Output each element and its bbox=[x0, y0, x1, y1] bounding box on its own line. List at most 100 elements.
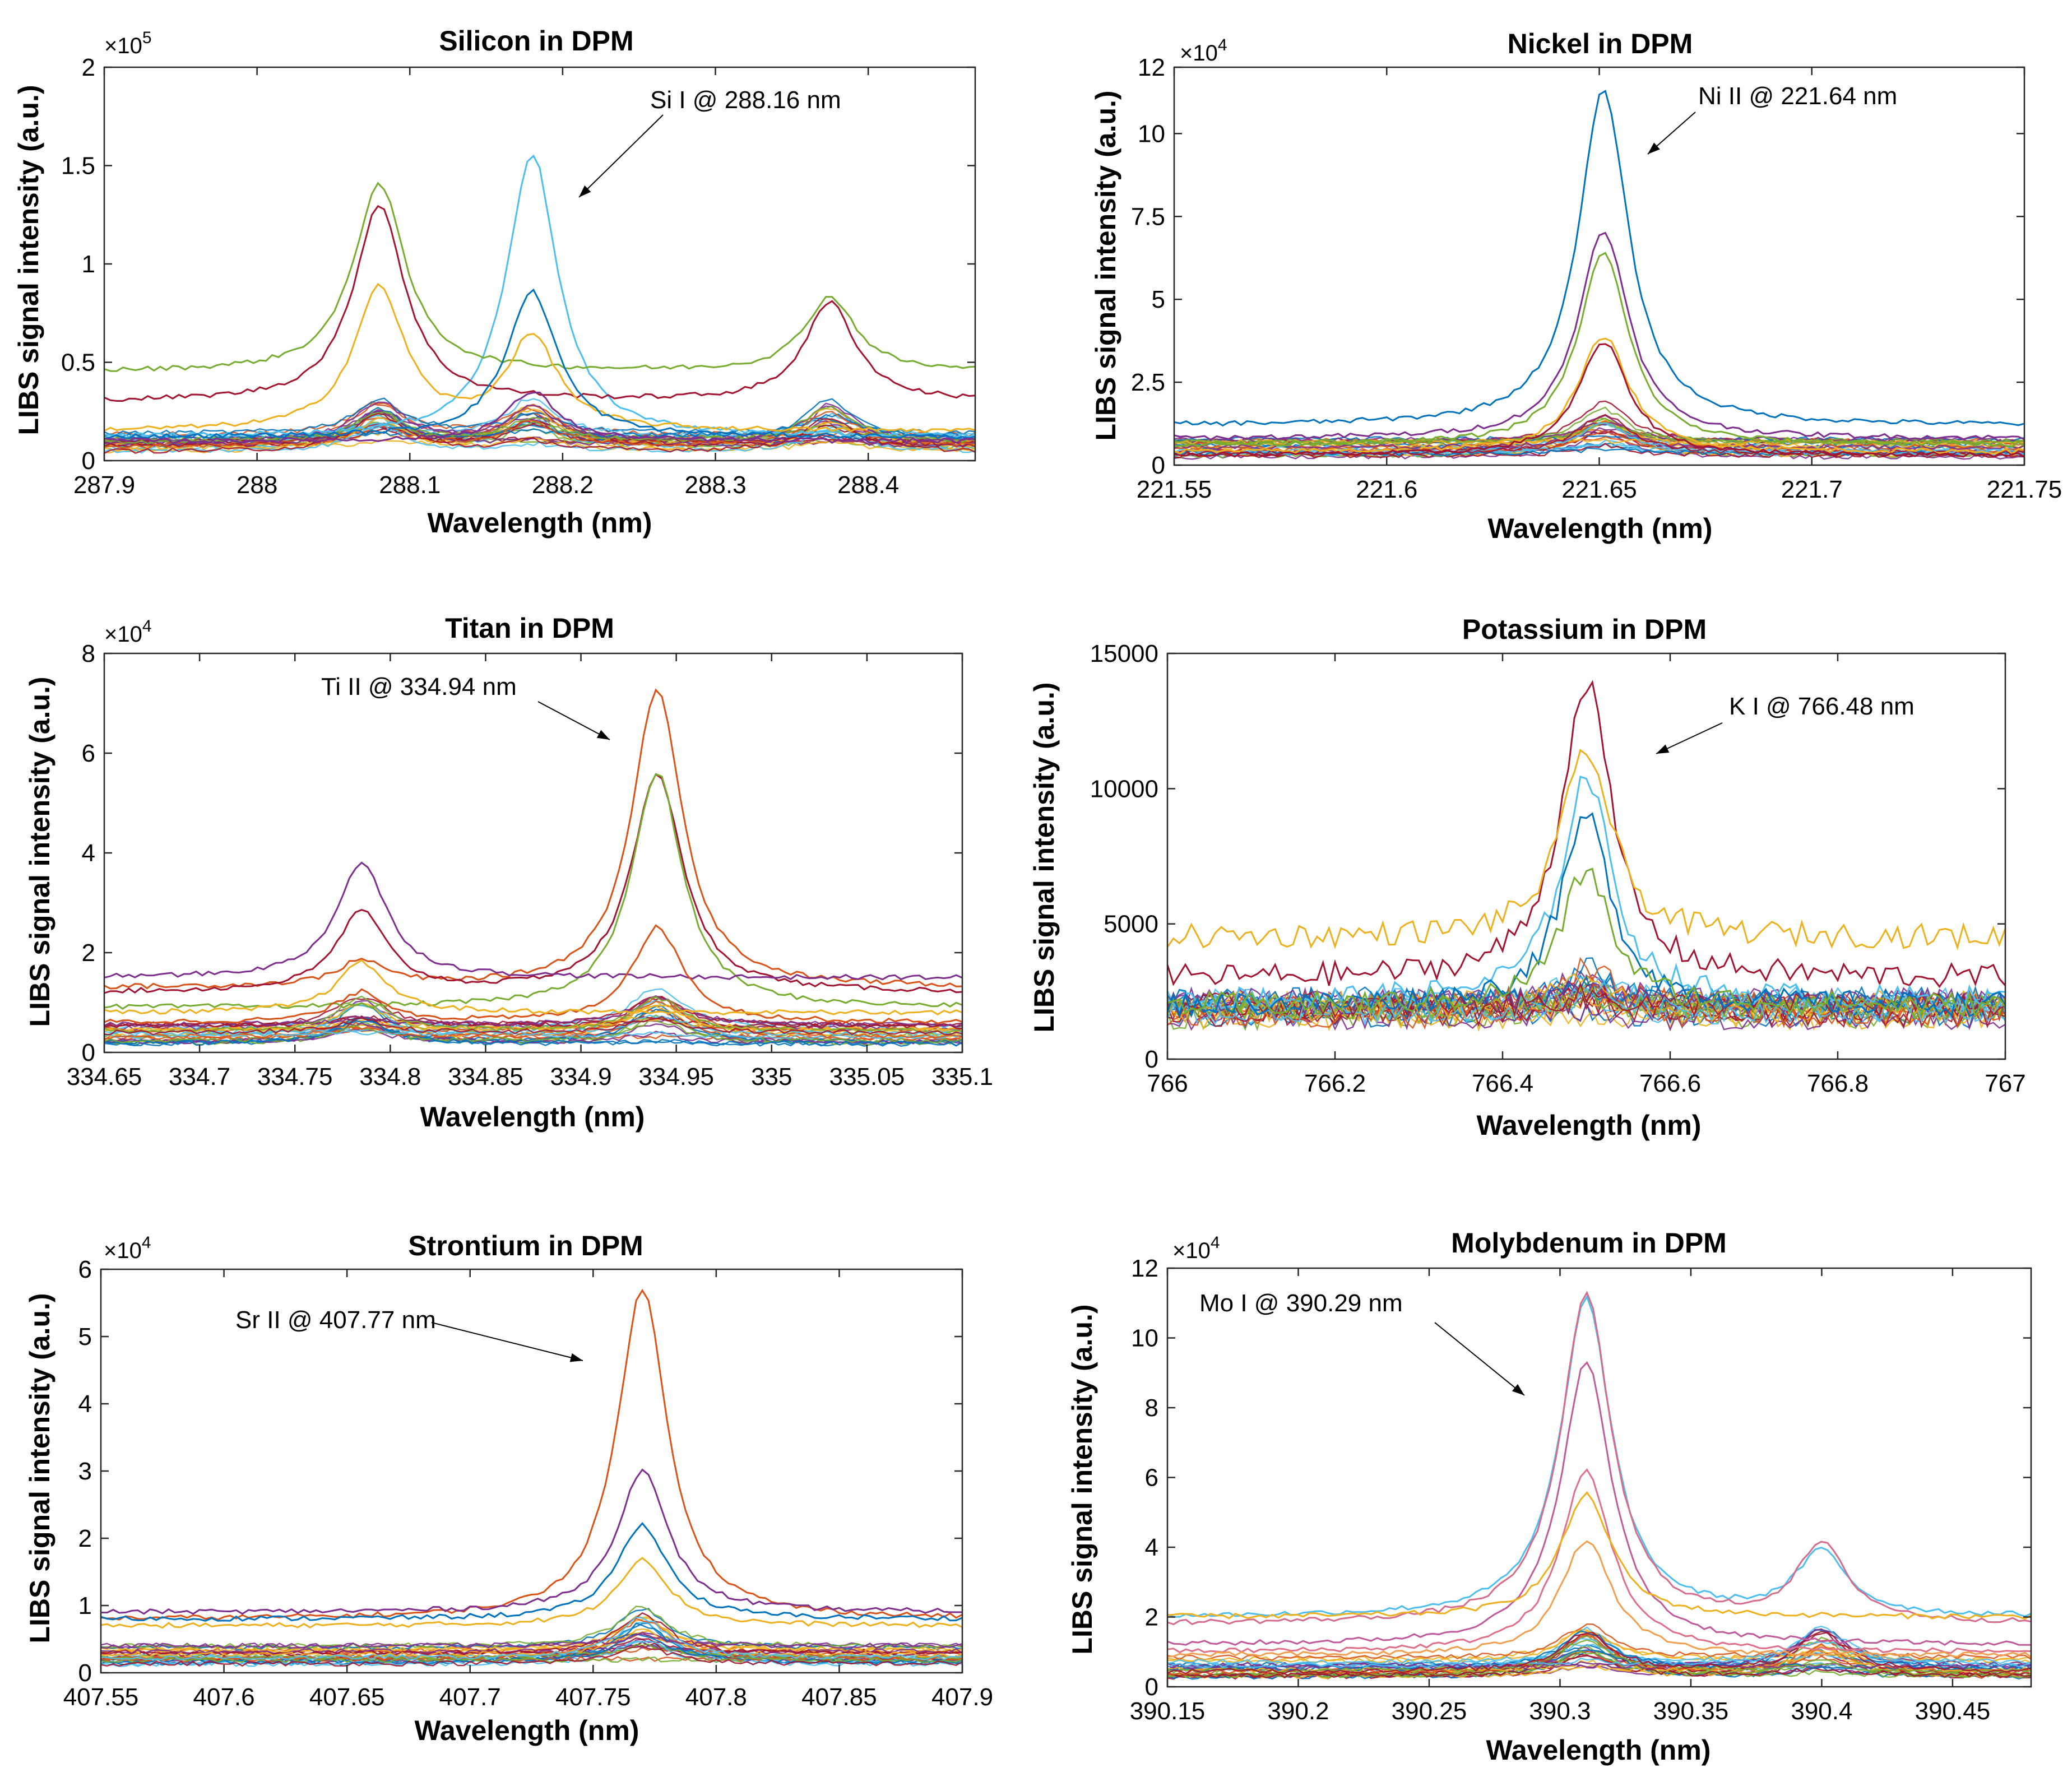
panel-d-xtick-label: 766.4 bbox=[1472, 1070, 1533, 1097]
panel-e-xtick-label: 407.7 bbox=[439, 1683, 501, 1711]
panel-f-ytick-label: 2 bbox=[1145, 1604, 1158, 1631]
panel-c-xtick-label: 334.65 bbox=[67, 1063, 142, 1091]
panel-f-series-3 bbox=[1167, 1361, 2031, 1646]
panel-c-series-5 bbox=[104, 924, 962, 1024]
panel-e-annotation-arrow bbox=[431, 1322, 583, 1361]
panel-c-background-spectrum bbox=[104, 1022, 962, 1045]
panel-d-potassium: Potassium in DPM d) 766766.2766.4766.676… bbox=[1028, 614, 2026, 1141]
panel-a-silicon: Silicon in DPM ×105 a) 287.9288288.1288.… bbox=[13, 25, 976, 539]
panel-d-xtick-label: 766.2 bbox=[1304, 1070, 1366, 1097]
panel-f-background-spectrum bbox=[1167, 1651, 2031, 1680]
panel-d-background-spectrum bbox=[1167, 981, 2005, 1019]
panel-a-annotation: Si I @ 288.16 nm bbox=[650, 86, 841, 114]
panel-e-background-spectrum bbox=[101, 1630, 962, 1653]
panel-d-background-spectrum bbox=[1167, 975, 2005, 1014]
panel-b-series-3 bbox=[1174, 252, 2024, 448]
panel-c-ylabel: LIBS signal intensity (a.u.) bbox=[24, 676, 55, 1027]
panel-d-ytick-label: 15000 bbox=[1090, 640, 1158, 667]
panel-f-ytick-label: 6 bbox=[1145, 1464, 1158, 1492]
panel-c-series-6 bbox=[104, 959, 962, 1015]
panel-f-ylabel: LIBS signal intensity (a.u.) bbox=[1067, 1304, 1098, 1654]
panel-a-background-spectrum bbox=[104, 412, 975, 454]
panel-b-xtick-label: 221.6 bbox=[1356, 476, 1417, 503]
panel-c-background bbox=[104, 653, 962, 1052]
panel-e-xlabel: Wavelength (nm) bbox=[415, 1715, 639, 1746]
panel-e-series-1 bbox=[101, 1288, 962, 1621]
panel-a-xlabel: Wavelength (nm) bbox=[428, 507, 652, 539]
panel-d-series-3 bbox=[1167, 775, 2005, 1013]
panel-d-background-spectrum bbox=[1167, 1004, 2005, 1032]
panel-b-xtick-label: 221.7 bbox=[1781, 476, 1843, 503]
panel-b-series-group bbox=[1174, 90, 2024, 460]
panel-f-background-spectrum bbox=[1167, 1630, 2031, 1671]
panel-d-background-spectrum bbox=[1167, 983, 2005, 1025]
panel-c-series-1 bbox=[104, 688, 962, 990]
panel-e-ytick-label: 3 bbox=[78, 1458, 92, 1485]
panel-a-background-spectrum bbox=[104, 413, 975, 439]
panel-a-ytick-label: 0.5 bbox=[61, 349, 95, 377]
panel-c-xtick-label: 334.75 bbox=[257, 1063, 333, 1091]
panel-e-annotation-arrowhead bbox=[569, 1353, 583, 1362]
panel-a-series-5 bbox=[104, 288, 975, 440]
panel-c-annotation: Ti II @ 334.94 nm bbox=[321, 673, 517, 700]
panel-d-annotation-arrowhead bbox=[1656, 744, 1670, 754]
panel-a-multiplier: ×105 bbox=[104, 29, 152, 58]
panel-b-series-5 bbox=[1174, 343, 2024, 458]
panel-a-annotation-arrowhead bbox=[579, 185, 591, 197]
panel-b-title: Nickel in DPM bbox=[1508, 28, 1693, 59]
panel-f-ytick-label: 4 bbox=[1145, 1534, 1158, 1561]
panel-e-background-spectrum bbox=[101, 1612, 962, 1657]
panel-c-ytick-label: 0 bbox=[82, 1039, 95, 1066]
panel-d-ytick-label: 10000 bbox=[1090, 775, 1158, 802]
panel-c-xlabel: Wavelength (nm) bbox=[420, 1101, 645, 1133]
panel-e-ytick-label: 6 bbox=[78, 1256, 92, 1283]
panel-d-background-spectrum bbox=[1167, 989, 2005, 1022]
panel-a-series-4 bbox=[104, 282, 975, 433]
panel-a-series-group bbox=[104, 154, 975, 454]
panel-a-background-spectrum bbox=[104, 397, 975, 436]
panel-f-title: Molybdenum in DPM bbox=[1451, 1227, 1727, 1259]
panel-e-background-spectrum bbox=[101, 1633, 962, 1649]
panel-c-ytick-label: 6 bbox=[82, 740, 95, 767]
panel-b-series-2 bbox=[1174, 231, 2024, 441]
panel-d-series-2 bbox=[1167, 749, 2005, 950]
panel-d-ytick-label: 5000 bbox=[1104, 911, 1158, 938]
panel-e-ytick-label: 5 bbox=[78, 1323, 92, 1351]
panel-c-xtick-label: 335 bbox=[751, 1063, 792, 1091]
panel-c-xtick-label: 335.05 bbox=[829, 1063, 905, 1091]
panel-f-background bbox=[1167, 1268, 2031, 1687]
panel-e-xtick-label: 407.8 bbox=[685, 1683, 747, 1711]
panel-b-plot-area: 221.55 221.6 221.65 221.7 221.75 0 2.5 5 7.5 10 12 bbox=[1131, 54, 2062, 503]
panel-f-background-spectrum bbox=[1167, 1663, 2031, 1670]
panel-d-xtick-label: 767 bbox=[1985, 1070, 2025, 1097]
panel-b-ytick-label: 2.5 bbox=[1131, 369, 1165, 396]
panel-f-series-4 bbox=[1167, 1468, 2031, 1654]
panel-d-annotation: K I @ 766.48 nm bbox=[1729, 693, 1915, 720]
panel-a-series-2 bbox=[104, 182, 975, 372]
panel-a-series-1 bbox=[104, 154, 975, 439]
panel-c-multiplier: ×104 bbox=[104, 617, 152, 647]
panel-f-xlabel: Wavelength (nm) bbox=[1486, 1734, 1711, 1766]
panel-b-ytick-label: 5 bbox=[1152, 286, 1165, 313]
panel-e-plot-area: 407.55 407.6 407.65 407.7 407.75 407.8 407.85 4… bbox=[63, 1256, 993, 1711]
panel-b-ytick-label: 7.5 bbox=[1131, 203, 1165, 230]
panel-f-annotation-arrowhead bbox=[1512, 1384, 1524, 1395]
panel-f-multiplier: ×104 bbox=[1172, 1233, 1220, 1263]
panel-c-series-2 bbox=[104, 773, 962, 994]
panel-a-series-6 bbox=[104, 391, 975, 444]
panel-c-title: Titan in DPM bbox=[445, 613, 614, 644]
panel-d-series-group bbox=[1167, 680, 2005, 1032]
panel-c-xtick-label: 334.7 bbox=[169, 1063, 230, 1091]
panel-c-series-3 bbox=[104, 773, 962, 1010]
panel-f-xtick-label: 390.25 bbox=[1392, 1697, 1467, 1725]
panel-c-series-group bbox=[104, 688, 962, 1047]
panel-a-annotation-arrow bbox=[578, 114, 664, 198]
panel-f-ytick-label: 8 bbox=[1145, 1394, 1158, 1422]
panel-e-background-spectrum bbox=[101, 1645, 962, 1667]
panel-c-ytick-label: 2 bbox=[82, 939, 95, 967]
panel-b-background-spectrum bbox=[1174, 429, 2024, 451]
panel-a-xtick-label: 288.2 bbox=[532, 471, 594, 499]
panel-a-title: Silicon in DPM bbox=[439, 25, 633, 57]
panel-d-xtick-label: 766 bbox=[1147, 1070, 1188, 1097]
